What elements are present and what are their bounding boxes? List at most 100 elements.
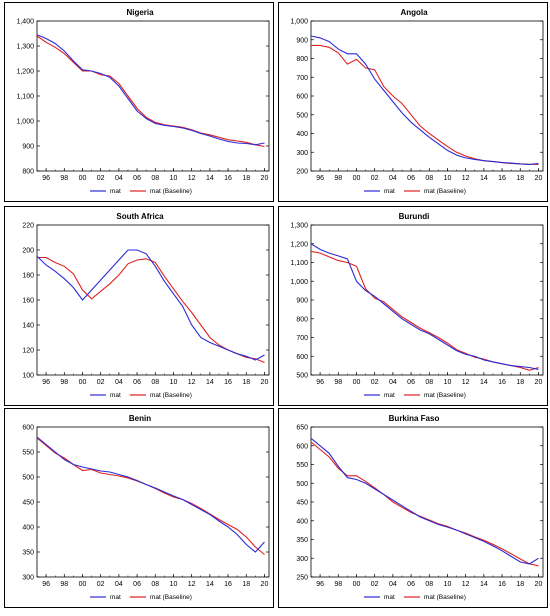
legend-label-baseline: mat (Baseline) [424,594,466,601]
chart-panel-1: Angola 200 300 400 500 600 700 800 900 1,000 96 98 0… [278,2,548,202]
x-tick-label: 02 [371,175,379,182]
chart-svg: Nigeria 800 900 1,000 1,100 1,200 1,300 1,400 96… [16,8,270,195]
plot-frame [36,20,270,172]
x-tick-label: 08 [151,175,159,182]
y-tick-label: 900 [296,37,308,44]
legend-label-baseline: mat (Baseline) [424,392,466,399]
y-tick-label: 1,400 [16,19,34,26]
x-tick-label: 04 [389,379,397,386]
legend-label-mat: mat [384,392,395,399]
series-line-baseline [311,44,539,165]
x-tick-label: 16 [498,175,506,182]
series-line-baseline [36,35,265,148]
y-tick-label: 1,300 [290,223,308,230]
x-tick-label: 02 [97,175,105,182]
x-tick-label: 20 [535,379,543,386]
x-tick-label: 10 [444,379,452,386]
chart-panel-0: Nigeria 800 900 1,000 1,100 1,200 1,300 1,400 96… [4,2,274,202]
x-tick-label: 06 [407,379,415,386]
y-tick-label: 1,200 [16,69,34,76]
y-tick-label: 140 [22,323,34,330]
x-tick-label: 14 [206,581,214,588]
x-tick-label: 14 [480,581,488,588]
x-tick-label: 10 [170,581,178,588]
y-tick-label: 800 [22,169,34,176]
series-line-mat [36,436,265,553]
x-tick-label: 14 [206,175,214,182]
x-tick-label: 96 [316,175,324,182]
chart-title: Burundi [399,212,430,221]
x-tick-label: 06 [133,175,141,182]
x-tick-label: 10 [444,581,452,588]
series-line-mat [36,249,265,361]
y-tick-label: 450 [22,500,34,507]
legend-label-mat: mat [110,392,121,399]
x-tick-label: 00 [353,581,361,588]
y-tick-label: 800 [296,56,308,63]
x-tick-label: 98 [60,379,68,386]
x-tick-label: 20 [261,175,269,182]
y-tick-label: 600 [22,425,34,432]
y-tick-label: 120 [22,348,34,355]
legend-label-mat: mat [110,188,121,195]
legend-label-mat: mat [384,188,395,195]
x-tick-label: 12 [462,581,470,588]
y-tick-label: 1,100 [290,260,308,267]
y-tick-label: 300 [22,575,34,582]
y-tick-label: 1,300 [16,44,34,51]
x-tick-label: 04 [389,581,397,588]
legend-label-mat: mat [110,594,121,601]
series-line-mat [310,243,539,370]
x-tick-label: 98 [334,379,342,386]
x-tick-label: 00 [353,175,361,182]
x-tick-label: 14 [480,175,488,182]
y-tick-label: 500 [296,373,308,380]
x-tick-label: 96 [316,581,324,588]
x-tick-label: 08 [425,175,433,182]
y-tick-label: 600 [296,94,308,101]
series-line-baseline [36,437,265,555]
y-tick-label: 180 [22,273,34,280]
x-tick-label: 20 [261,379,269,386]
chart-title: Nigeria [126,8,154,17]
x-tick-label: 96 [42,379,50,386]
chart-title: Angola [400,8,428,17]
legend-label-baseline: mat (Baseline) [150,594,192,601]
x-tick-label: 04 [115,581,123,588]
y-tick-label: 800 [296,316,308,323]
x-tick-label: 12 [188,581,196,588]
y-tick-label: 600 [296,443,308,450]
x-tick-label: 18 [516,379,524,386]
legend-label-mat: mat [384,594,395,601]
y-tick-label: 500 [296,481,308,488]
x-tick-label: 98 [60,581,68,588]
x-tick-label: 12 [462,175,470,182]
x-tick-label: 98 [60,175,68,182]
y-tick-label: 350 [22,550,34,557]
x-tick-label: 20 [535,581,543,588]
x-tick-label: 08 [151,581,159,588]
x-tick-label: 06 [133,379,141,386]
series-line-mat [310,35,539,165]
y-tick-label: 700 [296,75,308,82]
y-tick-label: 350 [296,537,308,544]
x-tick-label: 02 [371,379,379,386]
y-tick-label: 1,200 [290,241,308,248]
x-tick-label: 96 [42,175,50,182]
x-tick-label: 04 [115,379,123,386]
x-tick-label: 04 [389,175,397,182]
x-tick-label: 10 [444,175,452,182]
y-tick-label: 400 [296,131,308,138]
x-tick-label: 02 [97,379,105,386]
x-tick-label: 96 [316,379,324,386]
x-tick-label: 18 [516,581,524,588]
x-tick-label: 18 [516,175,524,182]
x-tick-label: 08 [425,581,433,588]
x-tick-label: 08 [425,379,433,386]
plot-frame [36,426,270,578]
chart-panel-3: Burundi 500 600 700 800 900 1,000 1,100 1,200 1,3… [278,206,548,406]
legend-label-baseline: mat (Baseline) [424,188,466,195]
y-tick-label: 500 [296,112,308,119]
x-tick-label: 98 [334,175,342,182]
y-tick-label: 500 [22,475,34,482]
